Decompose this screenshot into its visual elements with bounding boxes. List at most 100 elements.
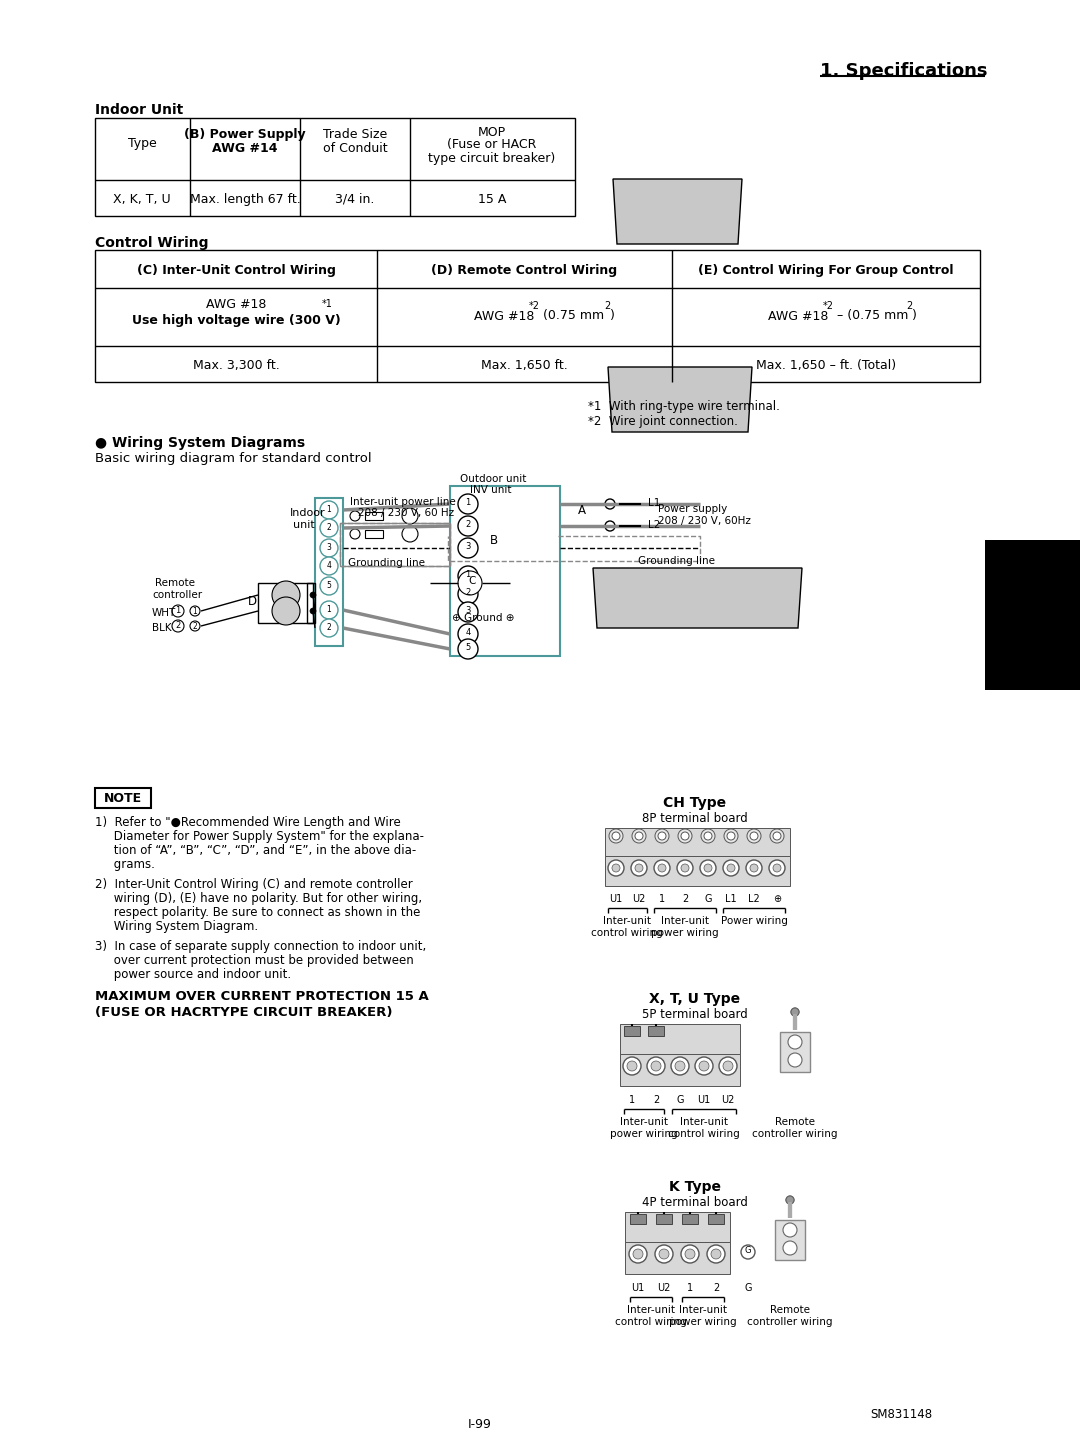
Circle shape: [678, 829, 692, 843]
Circle shape: [608, 859, 624, 875]
Text: Power supply: Power supply: [658, 505, 727, 515]
Bar: [605, 827, 789, 856]
Text: 1: 1: [465, 570, 471, 579]
Circle shape: [723, 859, 739, 875]
Text: 4: 4: [465, 628, 471, 637]
Circle shape: [458, 624, 478, 644]
Text: AWG #18: AWG #18: [474, 310, 535, 323]
Circle shape: [458, 516, 478, 537]
Text: 5: 5: [326, 582, 332, 590]
Text: Control Wiring: Control Wiring: [95, 236, 208, 250]
Bar: [630, 1214, 646, 1224]
Circle shape: [750, 832, 758, 840]
Text: 208 / 230 V, 60Hz: 208 / 230 V, 60Hz: [658, 516, 751, 526]
Circle shape: [654, 1245, 673, 1264]
Circle shape: [741, 1245, 755, 1259]
Circle shape: [704, 864, 712, 872]
Text: over current protection must be provided between: over current protection must be provided…: [95, 954, 414, 967]
Polygon shape: [608, 366, 752, 432]
Text: U2: U2: [658, 1282, 671, 1293]
Circle shape: [350, 529, 360, 539]
Bar: [625, 1242, 730, 1274]
Bar: [775, 1220, 805, 1261]
Bar: [708, 1214, 724, 1224]
Bar: [620, 1054, 740, 1086]
Text: U2: U2: [721, 1095, 734, 1105]
Text: B: B: [490, 534, 498, 547]
Circle shape: [788, 1053, 802, 1067]
Circle shape: [320, 601, 338, 619]
Text: 2: 2: [465, 521, 471, 529]
Text: 3: 3: [465, 542, 471, 551]
Text: X, T, U Type: X, T, U Type: [649, 992, 741, 1006]
Circle shape: [612, 832, 620, 840]
Circle shape: [671, 1057, 689, 1075]
Text: 5P terminal board: 5P terminal board: [643, 1008, 747, 1021]
Text: power source and indoor unit.: power source and indoor unit.: [95, 968, 292, 981]
Circle shape: [651, 1061, 661, 1072]
Text: control wiring: control wiring: [669, 1128, 740, 1138]
Text: Diameter for Power Supply System" for the explana-: Diameter for Power Supply System" for th…: [95, 830, 424, 843]
Text: 2: 2: [906, 301, 913, 311]
Text: 8P terminal board: 8P terminal board: [643, 811, 747, 824]
Circle shape: [172, 619, 184, 632]
Bar: [95, 118, 575, 217]
Text: (D) Remote Control Wiring: (D) Remote Control Wiring: [431, 265, 617, 278]
Circle shape: [746, 859, 762, 875]
Circle shape: [699, 1061, 708, 1072]
Text: 1: 1: [659, 894, 665, 904]
Circle shape: [632, 829, 646, 843]
Bar: [258, 583, 313, 622]
Bar: [340, 523, 450, 566]
Circle shape: [677, 859, 693, 875]
Text: Indoor: Indoor: [291, 507, 326, 518]
Text: I-99: I-99: [468, 1418, 491, 1431]
Text: of Conduit: of Conduit: [323, 142, 388, 156]
Text: Inter-unit: Inter-unit: [680, 1117, 728, 1127]
Circle shape: [773, 864, 781, 872]
Text: Trade Size: Trade Size: [323, 128, 387, 141]
Bar: [985, 539, 1080, 691]
Text: ● Wiring System Diagrams: ● Wiring System Diagrams: [95, 436, 306, 449]
Text: Inter-unit: Inter-unit: [627, 1306, 675, 1314]
Text: 1: 1: [326, 605, 332, 614]
Text: controller wiring: controller wiring: [747, 1317, 833, 1328]
Text: 1: 1: [465, 499, 471, 507]
Circle shape: [310, 608, 316, 614]
Circle shape: [635, 864, 643, 872]
Text: – (0.75 mm: – (0.75 mm: [833, 310, 908, 323]
Text: power wiring: power wiring: [651, 928, 719, 938]
Circle shape: [635, 832, 643, 840]
Text: 4P terminal board: 4P terminal board: [643, 1197, 748, 1208]
Circle shape: [701, 829, 715, 843]
Circle shape: [685, 1249, 696, 1259]
Circle shape: [658, 864, 666, 872]
Bar: [624, 1027, 640, 1037]
Bar: [605, 856, 789, 885]
Text: (Fuse or HACR: (Fuse or HACR: [447, 138, 537, 151]
Text: X, K, T, U: X, K, T, U: [113, 193, 171, 206]
Text: Inter-unit: Inter-unit: [679, 1306, 727, 1314]
Text: Max. 1,650 – ft. (Total): Max. 1,650 – ft. (Total): [756, 359, 896, 372]
Text: Max. length 67 ft.: Max. length 67 ft.: [190, 193, 300, 206]
Text: control wiring: control wiring: [591, 928, 663, 938]
Text: G: G: [745, 1246, 752, 1255]
Circle shape: [696, 1057, 713, 1075]
Circle shape: [681, 864, 689, 872]
Text: Indoor Unit: Indoor Unit: [95, 103, 184, 116]
Text: type circuit breaker): type circuit breaker): [429, 153, 555, 164]
Text: U1: U1: [632, 1282, 645, 1293]
Circle shape: [681, 832, 689, 840]
Text: 1: 1: [326, 505, 332, 515]
Circle shape: [458, 602, 478, 622]
Text: (FUSE OR HACRTYPE CIRCUIT BREAKER): (FUSE OR HACRTYPE CIRCUIT BREAKER): [95, 1006, 392, 1019]
Circle shape: [788, 1035, 802, 1048]
Bar: [780, 1032, 810, 1072]
Text: 1: 1: [1018, 744, 1048, 787]
Text: 2: 2: [713, 1282, 719, 1293]
Text: ): ): [912, 310, 917, 323]
Text: CH Type: CH Type: [663, 795, 727, 810]
Circle shape: [605, 521, 615, 531]
Circle shape: [458, 538, 478, 558]
Text: ⊕: ⊕: [773, 894, 781, 904]
